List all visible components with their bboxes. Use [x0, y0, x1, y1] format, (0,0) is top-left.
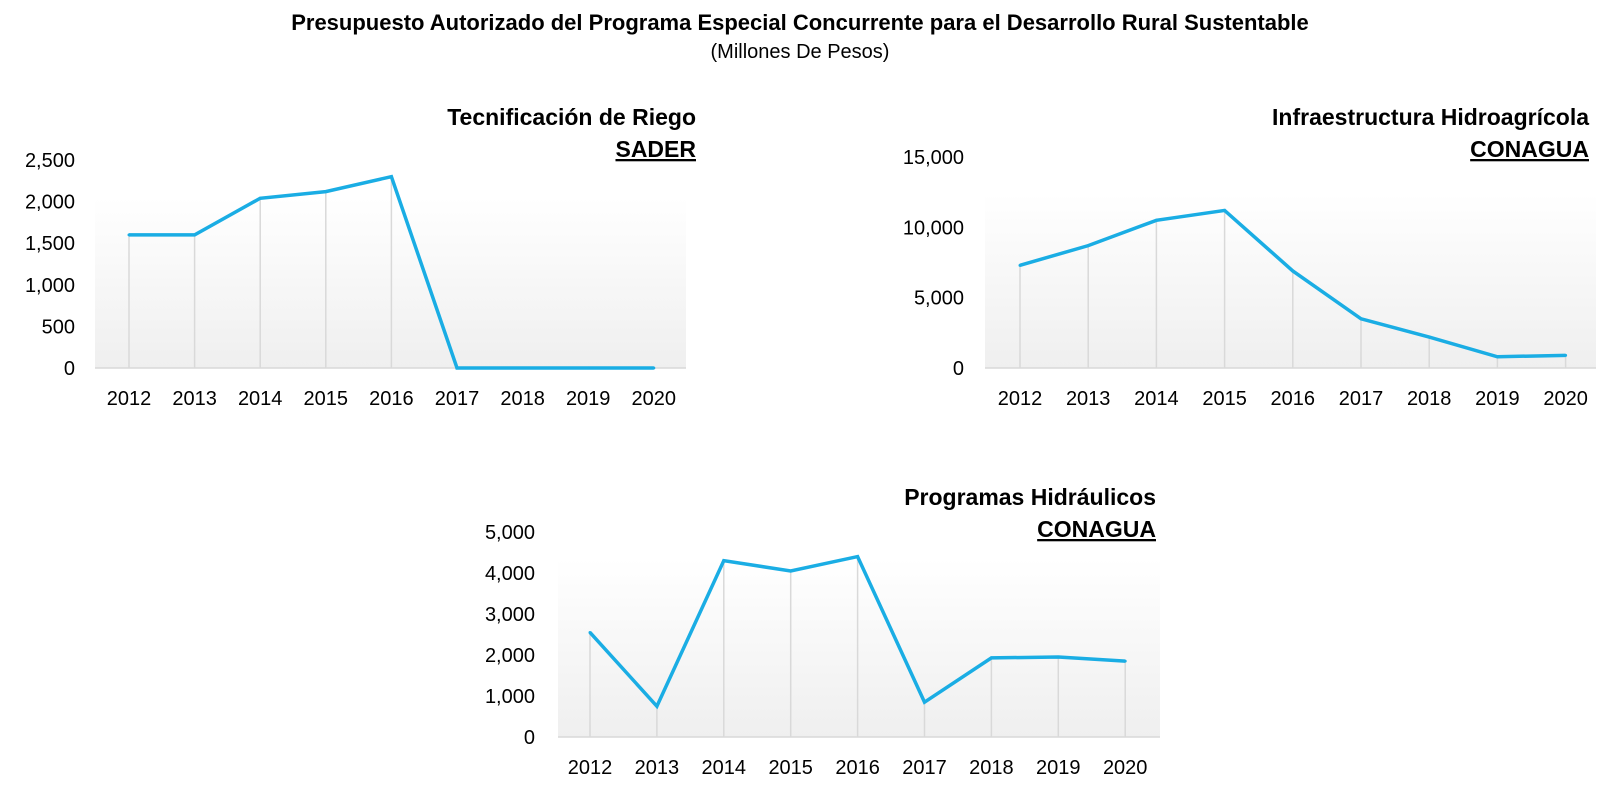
data-point — [455, 366, 459, 370]
data-point — [1056, 655, 1060, 659]
x-tick-label: 2017 — [1339, 388, 1384, 410]
data-point — [586, 366, 590, 370]
x-tick-label: 2012 — [107, 388, 152, 410]
x-tick-label: 2019 — [1036, 757, 1081, 779]
x-tick-label: 2020 — [1543, 388, 1588, 410]
x-tick-label: 2012 — [568, 757, 613, 779]
data-point — [193, 233, 197, 237]
x-tick-label: 2014 — [1134, 388, 1179, 410]
chart-agency: CONAGUA — [1037, 516, 1156, 542]
data-point — [324, 190, 328, 194]
y-tick-label: 0 — [64, 358, 75, 380]
x-tick-label: 2018 — [1407, 388, 1452, 410]
data-point — [1123, 659, 1127, 663]
data-point — [1495, 355, 1499, 359]
chart-infraestructura-hidroagricola: Infraestructura Hidroagrícola CONAGUA 0 5… — [903, 104, 1596, 410]
y-tick-label: 0 — [524, 727, 535, 749]
data-point — [1086, 244, 1090, 248]
x-tick-label: 2019 — [1475, 388, 1520, 410]
plot-background — [558, 558, 1160, 737]
x-tick-label: 2020 — [632, 388, 677, 410]
x-tick-label: 2015 — [304, 388, 349, 410]
data-point — [1291, 269, 1295, 273]
x-tick-label: 2017 — [902, 757, 947, 779]
data-point — [1154, 218, 1158, 222]
y-tick-label: 1,000 — [25, 275, 75, 297]
x-tick-label: 2018 — [969, 757, 1014, 779]
x-tick-label: 2012 — [998, 388, 1043, 410]
chart-title: Tecnificación de Riego — [447, 104, 696, 130]
data-point — [1359, 317, 1363, 321]
y-tick-label: 2,000 — [485, 645, 535, 667]
data-point — [989, 656, 993, 660]
y-tick-label: 4,000 — [485, 563, 535, 585]
y-tick-label: 500 — [42, 316, 75, 338]
y-tick-label: 0 — [953, 358, 964, 380]
x-tick-label: 2013 — [172, 388, 217, 410]
x-tick-label: 2016 — [1271, 388, 1316, 410]
y-tick-label: 3,000 — [485, 604, 535, 626]
y-tick-label: 1,000 — [485, 686, 535, 708]
x-tick-label: 2013 — [1066, 388, 1111, 410]
chart-agency: SADER — [615, 136, 696, 162]
chart-tecnificacion-de-riego: Tecnificación de Riego SADER 0 500 1,000 1,… — [25, 104, 696, 410]
chart-title: Infraestructura Hidroagrícola — [1272, 104, 1589, 130]
y-tick-label: 1,500 — [25, 233, 75, 255]
data-point — [258, 196, 262, 200]
plot-background — [95, 197, 686, 368]
x-tick-label: 2016 — [835, 757, 880, 779]
x-tick-label: 2016 — [369, 388, 414, 410]
chart-agency: CONAGUA — [1470, 136, 1589, 162]
data-point — [789, 569, 793, 573]
data-point — [588, 630, 592, 634]
plot-background — [985, 194, 1596, 368]
plot-area: 0 5,000 10,000 15,000 2012 2013 2014 2015 2016 20… — [903, 147, 1596, 410]
y-tick-label: 15,000 — [903, 147, 964, 169]
chart-title: Programas Hidráulicos — [904, 484, 1156, 510]
y-tick-label: 2,000 — [25, 192, 75, 214]
x-tick-label: 2015 — [768, 757, 813, 779]
data-point — [722, 559, 726, 563]
data-point — [127, 233, 131, 237]
data-point — [652, 366, 656, 370]
data-point — [1223, 208, 1227, 212]
y-tick-label: 5,000 — [485, 522, 535, 544]
y-tick-label: 2,500 — [25, 150, 75, 172]
figure-title: Presupuesto Autorizado del Programa Espe… — [291, 10, 1309, 35]
plot-area: 0 500 1,000 1,500 2,000 2,500 2012 2013 2014 2015… — [25, 150, 686, 410]
data-point — [389, 175, 393, 179]
x-tick-label: 2015 — [1202, 388, 1247, 410]
data-point — [521, 366, 525, 370]
data-point — [655, 704, 659, 708]
x-tick-label: 2014 — [238, 388, 283, 410]
data-point — [1018, 263, 1022, 267]
chart-programas-hidraulicos: Programas Hidráulicos CONAGUA 0 1,000 2,00… — [485, 484, 1160, 779]
plot-area: 0 1,000 2,000 3,000 4,000 5,000 2012 2013 2014 20… — [485, 522, 1160, 779]
y-tick-label: 10,000 — [903, 217, 964, 239]
data-point — [1564, 353, 1568, 357]
x-tick-label: 2017 — [435, 388, 480, 410]
y-tick-label: 5,000 — [914, 288, 964, 310]
x-tick-label: 2020 — [1103, 757, 1148, 779]
x-tick-label: 2019 — [566, 388, 611, 410]
figure-subtitle: (Millones De Pesos) — [710, 41, 890, 63]
x-tick-label: 2013 — [635, 757, 680, 779]
data-point — [856, 555, 860, 559]
x-tick-label: 2014 — [702, 757, 747, 779]
data-point — [1427, 335, 1431, 339]
data-point — [923, 700, 926, 704]
x-tick-label: 2018 — [500, 388, 545, 410]
